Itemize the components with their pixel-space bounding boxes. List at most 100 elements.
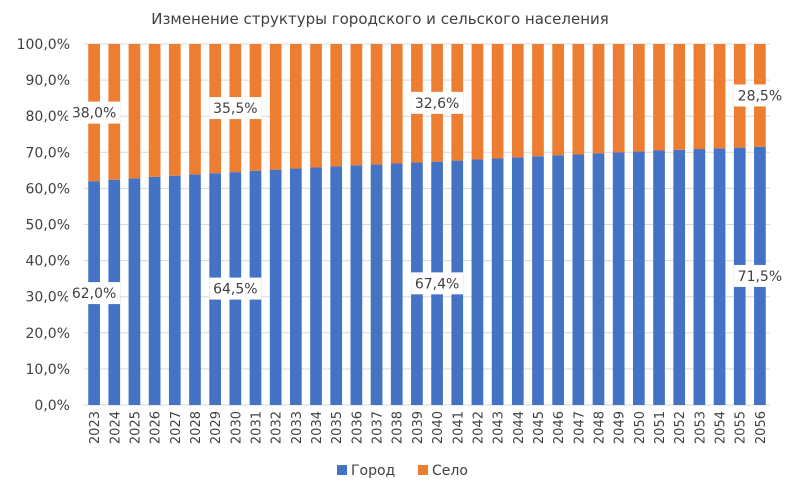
x-tick-label: 2043: [492, 411, 507, 444]
bar-gorod-2027[interactable]: [168, 175, 181, 405]
y-tick-label: 100,0%: [17, 37, 70, 53]
bar-selo-2051[interactable]: [653, 44, 665, 151]
x-tick-label: 2053: [693, 411, 708, 444]
data-label-background: [411, 272, 464, 295]
bar-selo-2044[interactable]: [511, 44, 524, 158]
x-tick-label: 2024: [108, 411, 123, 444]
x-tick-label: 2034: [310, 411, 325, 444]
bar-selo-2025[interactable]: [128, 44, 141, 179]
x-tick-label: 2032: [270, 411, 285, 444]
bar-gorod-2032[interactable]: [269, 169, 282, 405]
x-tick-label: 2054: [714, 411, 729, 444]
bar-gorod-2025[interactable]: [128, 178, 141, 405]
x-tick-label: 2025: [128, 411, 143, 444]
bar-selo-2043[interactable]: [491, 44, 504, 159]
bar-selo-2042[interactable]: [471, 44, 484, 160]
bar-gorod-2047[interactable]: [572, 154, 585, 405]
bar-selo-2026[interactable]: [148, 44, 161, 177]
data-label-background: [733, 84, 786, 107]
x-tick-label: 2044: [512, 411, 527, 444]
data-label-gorod-2030: 64,5%: [213, 282, 257, 298]
data-labels: 62,0% 38,0% 64,5% 35,5% 67,4% 32,6% 71,5% 28,5%: [68, 84, 786, 305]
data-label-selo-2040: 32,6%: [415, 96, 459, 112]
data-label-background: [209, 277, 262, 300]
bar-gorod-2043[interactable]: [491, 158, 504, 405]
x-tick-label: 2030: [229, 411, 244, 444]
bar-gorod-2048[interactable]: [592, 153, 605, 405]
data-label-gorod-2040: 67,4%: [415, 276, 459, 292]
bar-gorod-2045[interactable]: [532, 156, 544, 405]
x-tick-label: 2031: [250, 411, 265, 444]
bar-selo-2047[interactable]: [572, 44, 585, 155]
bar-selo-2027[interactable]: [168, 44, 181, 176]
y-tick-label: 90,0%: [26, 73, 70, 89]
bar-gorod-2046[interactable]: [552, 155, 564, 405]
legend-swatch-gorod: [337, 465, 347, 475]
bar-gorod-2026[interactable]: [148, 176, 161, 405]
legend-label-selo[interactable]: Село: [432, 463, 468, 479]
bar-selo-2028[interactable]: [189, 44, 201, 175]
bar-gorod-2049[interactable]: [612, 152, 625, 405]
data-label-gorod-2023: 62,0%: [72, 286, 116, 302]
x-tick-label: 2033: [290, 411, 305, 444]
bar-gorod-2036[interactable]: [350, 165, 363, 405]
x-tick-label: 2049: [613, 411, 628, 444]
bar-selo-2038[interactable]: [390, 44, 403, 164]
bar-selo-2036[interactable]: [350, 44, 363, 166]
data-label-selo-2056: 28,5%: [738, 88, 782, 104]
bar-selo-2035[interactable]: [330, 44, 343, 167]
bar-selo-2049[interactable]: [612, 44, 625, 153]
bar-selo-2053[interactable]: [693, 44, 706, 150]
bar-selo-2033[interactable]: [290, 44, 302, 169]
data-label-selo-2030: 35,5%: [213, 101, 257, 117]
legend-label-gorod[interactable]: Город: [351, 463, 395, 479]
bar-gorod-2044[interactable]: [511, 157, 524, 405]
x-tick-label: 2036: [350, 411, 365, 444]
x-tick-label: 2041: [451, 411, 466, 444]
bar-gorod-2050[interactable]: [633, 151, 645, 405]
y-axis: 0,0% 10,0% 20,0% 30,0% 40,0% 50,0% 60,0% 70,0% 8…: [17, 37, 70, 414]
y-tick-label: 80,0%: [26, 109, 70, 125]
x-axis: 2023 2024 2025 2026 2027 2028 2029 2030 2031 2032…: [88, 411, 769, 444]
x-tick-label: 2028: [189, 411, 204, 444]
x-tick-label: 2047: [572, 411, 587, 444]
bar-selo-2054[interactable]: [713, 44, 726, 149]
y-tick-label: 40,0%: [26, 254, 70, 270]
bar-gorod-2034[interactable]: [310, 167, 322, 405]
bar-gorod-2053[interactable]: [693, 149, 706, 405]
bar-gorod-2035[interactable]: [330, 166, 343, 405]
y-tick-label: 70,0%: [26, 145, 70, 161]
legend-swatch-selo: [418, 465, 428, 475]
y-tick-label: 0,0%: [34, 398, 70, 414]
y-tick-label: 20,0%: [26, 326, 70, 342]
bar-selo-2037[interactable]: [370, 44, 383, 165]
bar-selo-2050[interactable]: [633, 44, 645, 152]
data-label-background: [68, 282, 121, 305]
data-label-background: [209, 97, 262, 120]
bar-gorod-2028[interactable]: [189, 174, 201, 405]
y-tick-label: 50,0%: [26, 218, 70, 234]
bar-selo-2032[interactable]: [269, 44, 282, 170]
bar-selo-2052[interactable]: [673, 44, 686, 150]
data-label-background: [411, 91, 464, 114]
bar-gorod-2038[interactable]: [390, 163, 403, 405]
x-tick-label: 2056: [754, 411, 769, 444]
data-label-background: [68, 101, 121, 124]
bar-selo-2046[interactable]: [552, 44, 564, 156]
x-tick-label: 2055: [734, 411, 749, 444]
data-label-background: [733, 264, 786, 287]
bar-selo-2048[interactable]: [592, 44, 605, 154]
bar-gorod-2051[interactable]: [653, 150, 665, 405]
x-tick-label: 2023: [88, 411, 103, 444]
bar-gorod-2037[interactable]: [370, 164, 383, 405]
x-tick-label: 2037: [371, 411, 386, 444]
bar-gorod-2054[interactable]: [713, 148, 726, 406]
x-tick-label: 2038: [391, 411, 406, 444]
bar-selo-2045[interactable]: [532, 44, 544, 157]
bar-selo-2034[interactable]: [310, 44, 322, 168]
bar-gorod-2052[interactable]: [673, 149, 686, 405]
bar-gorod-2033[interactable]: [290, 168, 302, 405]
y-tick-label: 60,0%: [26, 181, 70, 197]
bar-gorod-2042[interactable]: [471, 159, 484, 405]
x-tick-label: 2026: [149, 411, 164, 444]
